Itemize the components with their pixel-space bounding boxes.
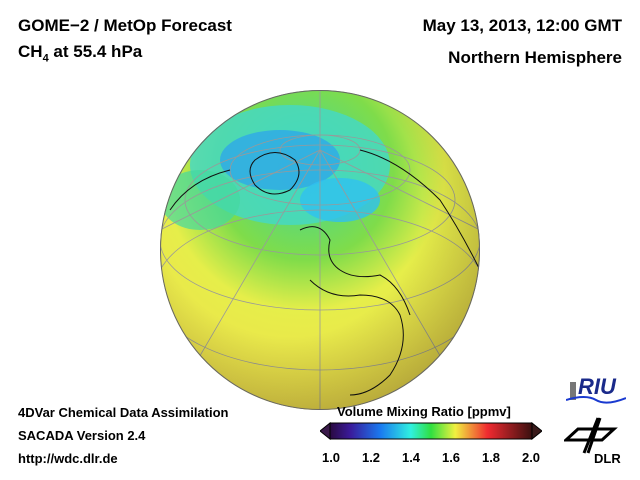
region: Northern Hemisphere xyxy=(448,48,622,67)
footer-line1: 4DVar Chemical Data Assimilation xyxy=(18,405,229,420)
colorbar-tick: 1.4 xyxy=(401,450,421,465)
colorbar-tick: 1.8 xyxy=(481,450,501,465)
map-title: GOME−2 / MetOp Forecast xyxy=(18,16,232,35)
level: at 55.4 hPa xyxy=(48,42,143,61)
species-label: CH4 at 55.4 hPa xyxy=(18,42,142,64)
species: CH xyxy=(18,42,43,61)
riu-logo: RIU xyxy=(566,372,626,406)
colorbar-tick: 1.0 xyxy=(321,450,341,465)
colorbar-title: Volume Mixing Ratio [ppmv] xyxy=(337,404,511,419)
colorbar-min-arrow xyxy=(320,422,331,440)
globe-map xyxy=(160,90,480,410)
dlr-text: DLR xyxy=(594,451,621,466)
footer-line2: SACADA Version 2.4 xyxy=(18,428,146,443)
species-sub: 4 xyxy=(42,52,49,65)
colorbar xyxy=(320,422,542,440)
dlr-logo-icon xyxy=(564,417,618,454)
datetime: May 13, 2013, 12:00 GMT xyxy=(422,16,622,35)
colorbar-max-arrow xyxy=(531,422,542,440)
colorbar-tick: 1.2 xyxy=(361,450,381,465)
colorbar-gradient xyxy=(329,422,533,440)
footer-url[interactable]: http://wdc.dlr.de xyxy=(18,451,118,466)
colorbar-tick: 2.0 xyxy=(521,450,541,465)
riu-text: RIU xyxy=(578,374,616,399)
colorbar-tick: 1.6 xyxy=(441,450,461,465)
